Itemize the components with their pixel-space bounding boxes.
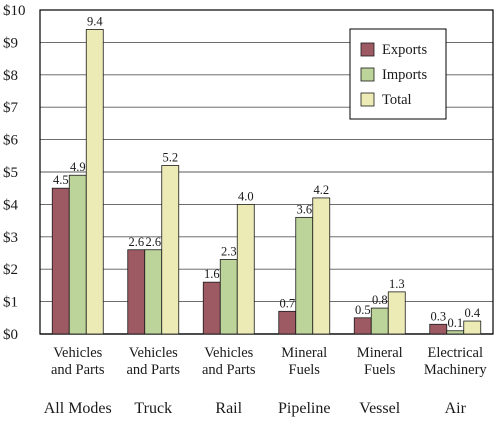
category-label-line1: Electrical	[427, 345, 483, 361]
bar-exports	[202, 281, 221, 335]
bar-exports	[278, 310, 297, 335]
mode-label: Truck	[134, 400, 172, 417]
legend-swatch-total	[360, 92, 375, 107]
data-label: 2.6	[128, 235, 144, 249]
bar-total	[85, 29, 104, 335]
category-label-line1: Vehicles	[53, 345, 102, 361]
data-label: 4.0	[238, 189, 254, 203]
category-label-line2: Machinery	[424, 362, 488, 378]
category-label-line2: Fuels	[364, 362, 396, 378]
bar-total	[463, 320, 482, 335]
data-label: 0.1	[447, 316, 463, 330]
category-label-line1: Mineral	[281, 345, 327, 361]
data-label: 0.4	[464, 306, 480, 320]
bar-imports	[370, 307, 389, 335]
legend: Exports Imports Total	[349, 28, 447, 120]
legend-label-exports: Exports	[382, 42, 427, 58]
mode-label: Vessel	[359, 400, 400, 417]
y-tick-label: $2	[3, 262, 18, 278]
y-tick-label: $3	[3, 230, 18, 246]
bar-exports	[429, 323, 448, 335]
y-tick-label: $1	[3, 295, 18, 311]
category-label-line2: and Parts	[202, 362, 256, 378]
y-tick-label: $8	[3, 68, 18, 84]
data-label: 2.3	[221, 244, 237, 258]
data-labels: 4.54.99.42.6 2.65.21.62.34.00.73.64.20.50…	[53, 14, 481, 329]
bar-total	[161, 165, 180, 335]
data-label: 0.7	[279, 296, 295, 310]
y-tick-label: $4	[3, 197, 19, 213]
mode-label: Air	[445, 400, 467, 417]
bar-exports	[51, 187, 70, 335]
legend-swatch-exports	[360, 42, 375, 57]
plot-frame	[39, 9, 494, 335]
data-label: 4.5	[53, 173, 69, 187]
bar-imports	[295, 216, 314, 335]
bar-exports	[127, 249, 146, 335]
y-tick-label: $5	[3, 165, 18, 181]
y-tick-label: $9	[3, 35, 18, 51]
y-tick-label: $6	[3, 133, 19, 149]
data-label: 0.3	[430, 309, 446, 323]
data-label: 4.2	[313, 183, 329, 197]
data-label: 3.6	[296, 202, 312, 216]
bar-total	[236, 203, 255, 335]
bar-total	[312, 197, 331, 335]
bar-imports	[446, 330, 465, 335]
bar-exports	[353, 317, 372, 335]
mode-label: Pipeline	[278, 400, 330, 417]
bar-total	[387, 291, 406, 335]
data-label: 0.5	[355, 303, 371, 317]
y-tick-label: $10	[3, 3, 26, 19]
y-tick-label: $7	[3, 100, 19, 116]
legend-label-imports: Imports	[382, 67, 427, 83]
category-label-line1: Mineral	[357, 345, 403, 361]
category-label-line2: Fuels	[289, 362, 321, 378]
data-label: 1.6	[204, 267, 220, 281]
mode-label: All Modes	[44, 400, 112, 417]
data-label: 9.4	[87, 14, 103, 28]
data-label: 0.8	[372, 293, 388, 307]
legend-label-total: Total	[382, 92, 412, 108]
legend-swatch-imports	[360, 67, 375, 82]
data-label: 5.2	[162, 151, 178, 165]
category-label-line2: and Parts	[51, 362, 105, 378]
bar-imports	[219, 259, 238, 335]
mode-label: Rail	[215, 400, 242, 417]
category-label-line1: Vehicles	[129, 345, 178, 361]
bars	[51, 29, 482, 335]
category-label-line2: and Parts	[126, 362, 180, 378]
category-label-line1: Vehicles	[204, 345, 253, 361]
data-label: 1.3	[389, 277, 405, 291]
data-label: 4.9	[70, 160, 86, 174]
bar-imports	[144, 249, 163, 335]
data-label: 2.6	[145, 235, 161, 249]
y-tick-label: $0	[3, 327, 18, 343]
y-axis-ticks: $0 $1 $2 $3 $4 $5 $6 $7 $8 $9 $10	[3, 3, 26, 343]
bar-imports	[68, 174, 87, 335]
